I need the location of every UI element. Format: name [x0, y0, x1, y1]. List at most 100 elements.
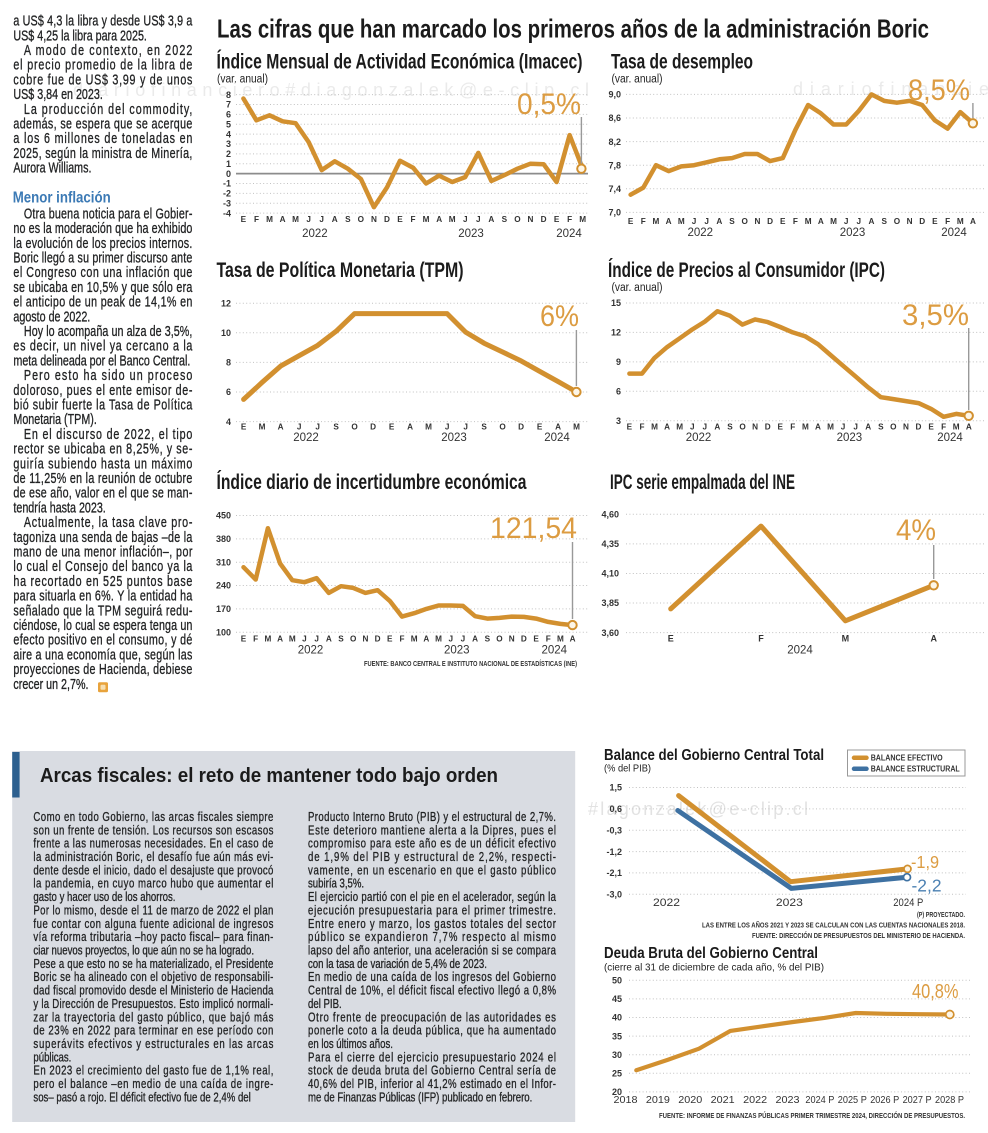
svg-text:3,5%: 3,5% [902, 299, 969, 332]
svg-text:M: M [957, 217, 964, 226]
svg-text:2022: 2022 [686, 432, 712, 444]
svg-text:J: J [448, 635, 453, 644]
svg-text:2026 P: 2026 P [870, 1094, 899, 1106]
svg-text:Tasa de Política Monetaria (TP: Tasa de Política Monetaria (TPM) [217, 258, 464, 282]
svg-text:S: S [727, 422, 733, 431]
svg-text:100: 100 [216, 627, 231, 637]
svg-text:E: E [241, 215, 247, 224]
svg-text:8: 8 [226, 358, 231, 368]
svg-text:D: D [767, 217, 773, 226]
svg-text:A: A [666, 217, 672, 226]
svg-text:vamente, en un escenario en qu: vamente, en un escenario en que el gasto… [308, 864, 556, 878]
svg-text:Hoy lo acompaña un alza de 3,5: Hoy lo acompaña un alza de 3,5%, [24, 324, 192, 340]
svg-text:4,60: 4,60 [601, 510, 619, 520]
svg-text:2023: 2023 [458, 228, 484, 240]
svg-text:E: E [537, 423, 543, 432]
svg-text:BALANCE ESTRUCTURAL: BALANCE ESTRUCTURAL [871, 765, 960, 774]
svg-text:A: A [555, 423, 561, 432]
svg-text:O: O [496, 635, 503, 644]
svg-text:A: A [280, 215, 286, 224]
svg-text:Otra buena noticia para el Gob: Otra buena noticia para el Gobier- [24, 206, 192, 222]
svg-text:J: J [704, 217, 709, 226]
svg-text:5: 5 [226, 119, 231, 129]
svg-text:Central de 10%, el déficit fis: Central de 10%, el déficit fiscal efecti… [308, 984, 556, 998]
svg-text:1: 1 [226, 159, 231, 169]
svg-text:proyecciones de Hacienda, debi: proyecciones de Hacienda, debiese [13, 662, 192, 678]
svg-text:3,85: 3,85 [601, 598, 619, 608]
svg-text:es decir, un nivel ya cercano: es decir, un nivel ya cercano a la [13, 338, 193, 354]
svg-text:A: A [869, 217, 875, 226]
svg-text:2025, según la ministra de Min: 2025, según la ministra de Minería, [13, 145, 192, 161]
svg-text:2024: 2024 [542, 645, 568, 657]
svg-text:compromiso para este año es de: compromiso para este año es de un défici… [308, 837, 556, 851]
svg-text:efecto positivo en el consumo,: efecto positivo en el consumo, y dé [13, 632, 192, 648]
svg-text:zar la trayectoria del gasto p: zar la trayectoria del gasto público, qu… [33, 1011, 273, 1025]
svg-text:A: A [407, 423, 413, 432]
svg-text:O: O [358, 215, 365, 224]
svg-text:F: F [941, 422, 946, 431]
svg-text:2027 P: 2027 P [903, 1094, 932, 1106]
svg-text:Aurora Williams.: Aurora Williams. [13, 160, 91, 176]
svg-text:M: M [953, 422, 960, 431]
svg-text:E: E [389, 423, 395, 432]
svg-text:F: F [790, 422, 795, 431]
svg-text:A: A [277, 635, 283, 644]
svg-text:J: J [857, 217, 862, 226]
svg-text:12: 12 [611, 328, 621, 338]
svg-text:US$ 3,84 en 2023.: US$ 3,84 en 2023. [13, 87, 102, 103]
svg-text:S: S [338, 635, 344, 644]
svg-text:gasto y hacer uso de los ahorr: gasto y hacer uso de los ahorros. [33, 891, 175, 905]
svg-text:M: M [842, 633, 850, 643]
svg-text:O: O [739, 422, 746, 431]
svg-text:(P) PROYECTADO.: (P) PROYECTADO. [917, 910, 965, 919]
svg-text:8,2: 8,2 [608, 137, 621, 147]
svg-text:-1,2: -1,2 [606, 847, 622, 857]
svg-text:En 2023 el crecimiento del gas: En 2023 el crecimiento del gasto fue de … [33, 1065, 273, 1079]
svg-text:A: A [326, 635, 332, 644]
svg-text:A: A [332, 215, 338, 224]
svg-text:15: 15 [611, 298, 621, 308]
svg-text:ciéndose, lo cual se espera te: ciéndose, lo cual se espera tenga un [13, 618, 192, 634]
svg-text:6: 6 [616, 386, 621, 396]
svg-text:F: F [639, 422, 644, 431]
svg-text:O: O [514, 215, 521, 224]
svg-text:el precio promedio de la libra: el precio promedio de la libra de [13, 57, 192, 73]
svg-text:diariofinanciero#diagonzalek@e: diariofinanciero#diagonzalek@e-clip.cl [73, 80, 589, 100]
svg-text:A: A [664, 422, 670, 431]
svg-text:A: A [930, 633, 937, 643]
svg-text:S: S [485, 635, 491, 644]
svg-text:2023: 2023 [776, 1094, 800, 1106]
svg-text:agosto de 2022.: agosto de 2022. [13, 309, 90, 325]
svg-text:7: 7 [226, 100, 231, 110]
svg-text:Como en todo Gobierno, las arc: Como en todo Gobierno, las arcas fiscale… [33, 811, 273, 825]
svg-text:170: 170 [216, 604, 231, 614]
svg-text:O: O [499, 423, 506, 432]
svg-text:45: 45 [612, 994, 622, 1004]
svg-text:BALANCE EFECTIVO: BALANCE EFECTIVO [871, 754, 943, 763]
svg-text:25: 25 [612, 1069, 622, 1079]
svg-text:superávits efectivos y estruct: superávits efectivos y estructurales en … [33, 1038, 273, 1052]
svg-text:E: E [778, 422, 784, 431]
svg-text:-4: -4 [223, 208, 231, 218]
svg-text:US$ 4,25 la libra para 2025.: US$ 4,25 la libra para 2025. [13, 28, 146, 44]
svg-text:4: 4 [226, 129, 231, 139]
svg-text:E: E [668, 633, 674, 643]
svg-text:Entre enero y marzo, los gasto: Entre enero y marzo, los gastos totales … [308, 918, 556, 932]
svg-text:FUENTE: BANCO CENTRAL E INSTIT: FUENTE: BANCO CENTRAL E INSTITUTO NACION… [364, 659, 577, 668]
svg-text:6: 6 [226, 387, 231, 397]
svg-text:meta delineada por el Banco Ce: meta delineada por el Banco Central. [13, 353, 190, 369]
svg-text:M: M [425, 423, 432, 432]
svg-text:a US$ 4,3 la libra y desde US$: a US$ 4,3 la libra y desde US$ 3,9 a [13, 13, 193, 29]
svg-text:2021: 2021 [711, 1094, 735, 1106]
svg-text:0: 0 [226, 169, 231, 179]
svg-text:8,6: 8,6 [608, 113, 621, 123]
svg-text:D: D [916, 422, 922, 431]
svg-text:-3: -3 [223, 198, 231, 208]
svg-text:Las cifras que han marcado los: Las cifras que han marcado los primeros … [217, 14, 929, 44]
svg-text:Tasa de desempleo: Tasa de desempleo [611, 50, 753, 74]
svg-text:guiría subiendo hasta un máxim: guiría subiendo hasta un máximo [13, 456, 192, 472]
svg-text:E: E [932, 217, 938, 226]
svg-text:FUENTE: DIRECCIÓN DE PRESUPUES: FUENTE: DIRECCIÓN DE PRESUPUESTOS DEL MI… [752, 931, 965, 940]
svg-text:12: 12 [221, 298, 231, 308]
svg-text:Menor inflación: Menor inflación [13, 189, 111, 206]
